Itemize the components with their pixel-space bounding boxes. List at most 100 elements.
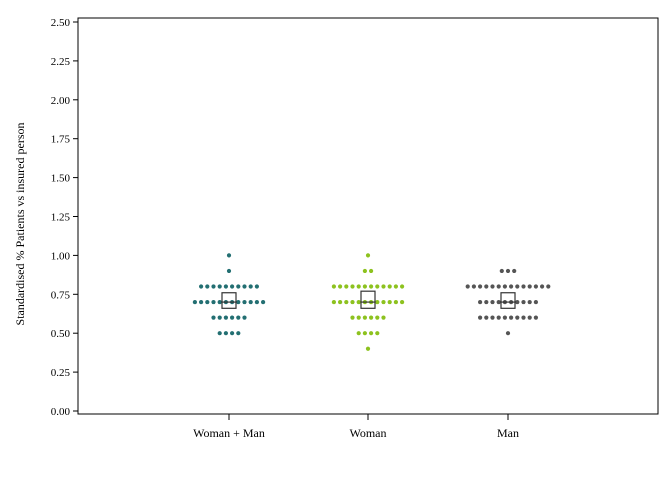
data-point: [509, 284, 514, 289]
y-tick-label: 2.25: [51, 56, 71, 68]
data-point: [223, 331, 228, 336]
data-point: [369, 315, 374, 320]
data-point: [248, 299, 253, 305]
x-tick-label: Man: [497, 426, 519, 440]
y-axis-label: Standardised % Patients vs insured perso…: [13, 123, 27, 326]
data-point: [217, 331, 222, 336]
data-point: [217, 284, 222, 289]
data-point: [465, 284, 470, 289]
data-point: [496, 315, 501, 320]
data-point: [512, 268, 517, 274]
box-marker: [360, 290, 376, 309]
data-point: [211, 315, 216, 320]
data-point: [387, 284, 392, 289]
data-point: [369, 268, 374, 274]
data-point: [393, 284, 398, 289]
y-tick-label: 0.50: [51, 328, 71, 340]
data-point: [350, 299, 355, 305]
data-point: [375, 331, 380, 336]
data-point: [356, 331, 361, 336]
data-point: [236, 331, 241, 336]
data-point: [387, 299, 392, 305]
data-point: [261, 299, 266, 305]
data-point: [331, 284, 336, 289]
data-point: [505, 268, 511, 274]
data-point: [226, 253, 232, 258]
data-point: [375, 284, 380, 289]
data-point: [490, 284, 495, 289]
data-point: [471, 284, 476, 289]
data-point: [496, 299, 501, 305]
data-point: [400, 299, 405, 305]
data-point: [505, 331, 511, 336]
box-markers: [221, 290, 516, 309]
data-point: [211, 299, 216, 305]
data-point: [350, 315, 355, 320]
data-point: [211, 284, 216, 289]
data-point: [540, 284, 545, 289]
data-point: [356, 299, 361, 305]
y-tick-label: 2.50: [51, 17, 71, 29]
data-point: [248, 284, 253, 289]
data-point: [199, 299, 204, 305]
data-point: [217, 299, 222, 305]
y-axis: 0.00 0.25 0.50 0.75 1.00 1.25 1.50 1.75 2.00 2.25…: [51, 17, 78, 418]
data-point: [331, 299, 336, 305]
data-point: [478, 299, 483, 305]
data-point: [521, 284, 526, 289]
y-tick-label: 1.50: [51, 173, 71, 185]
y-tick-label: 0.75: [51, 289, 71, 301]
data-point: [230, 331, 235, 336]
data-point: [484, 299, 489, 305]
data-point: [533, 284, 539, 289]
data-point: [362, 331, 367, 336]
data-point: [223, 315, 228, 320]
data-point: [236, 315, 241, 320]
data-point: [499, 268, 504, 274]
data-point: [205, 299, 210, 305]
y-tick-label: 2.00: [51, 95, 71, 107]
x-tick-label: Woman + Man: [193, 426, 265, 440]
data-point: [205, 284, 210, 289]
data-point: [236, 284, 241, 289]
y-tick-label: 1.00: [51, 250, 71, 262]
data-point: [533, 299, 539, 305]
data-point: [199, 284, 204, 289]
data-point: [344, 299, 349, 305]
data-point: [381, 299, 386, 305]
data-point: [242, 315, 247, 320]
box-marker: [221, 292, 237, 309]
y-tick-label: 1.25: [51, 212, 71, 224]
data-point: [484, 284, 489, 289]
data-point: [254, 299, 259, 305]
data-point: [362, 284, 367, 289]
data-point: [365, 346, 371, 351]
y-tick-label: 1.75: [51, 134, 71, 146]
data-point: [527, 299, 532, 305]
data-point: [254, 284, 259, 289]
x-axis: Woman + Man Woman Man: [193, 414, 519, 440]
data-point: [478, 284, 483, 289]
data-point: [236, 299, 241, 305]
data-point: [546, 284, 551, 289]
data-point: [217, 315, 222, 320]
y-tick-label: 0.00: [51, 406, 71, 418]
data-point: [515, 315, 520, 320]
data-point: [515, 299, 520, 305]
data-point: [496, 284, 501, 289]
data-point: [226, 268, 232, 274]
data-point: [242, 284, 247, 289]
data-point: [338, 284, 343, 289]
data-point: [365, 253, 371, 258]
x-tick-label: Woman: [349, 426, 386, 440]
data-points: [192, 253, 551, 351]
data-point: [527, 284, 532, 289]
box-marker: [500, 292, 516, 309]
data-point: [381, 315, 386, 320]
data-point: [521, 315, 526, 320]
data-point: [533, 315, 539, 320]
data-point: [356, 315, 361, 320]
data-point: [230, 284, 235, 289]
